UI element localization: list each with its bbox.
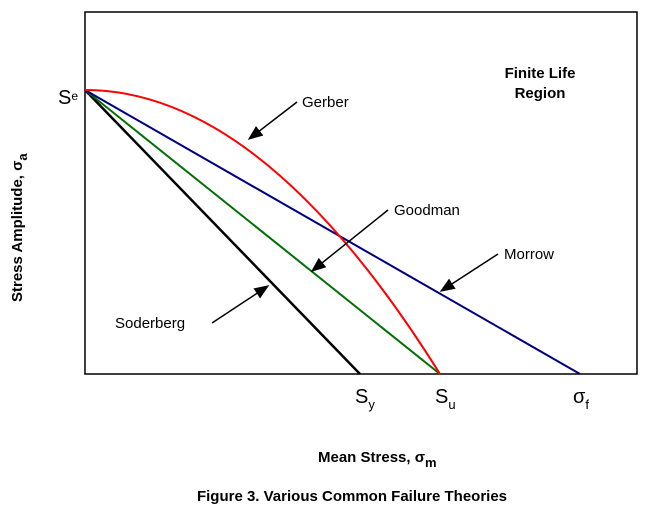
soderberg-label: Soderberg bbox=[115, 315, 185, 332]
gerber-arrow bbox=[247, 101, 298, 140]
morrow-arrow bbox=[439, 253, 499, 292]
region-label: Region bbox=[515, 85, 566, 102]
ultimate-label: Su bbox=[435, 386, 456, 412]
gerber-label: Gerber bbox=[302, 94, 349, 111]
fracture-label: σf bbox=[573, 386, 589, 412]
goodman-line bbox=[84, 89, 441, 375]
plot-frame bbox=[84, 11, 638, 375]
morrow-label: Morrow bbox=[504, 246, 554, 263]
yield-label: Sy bbox=[355, 386, 375, 412]
goodman-arrow bbox=[310, 209, 389, 272]
soderberg-arrow bbox=[211, 285, 270, 324]
caption: Figure 3. Various Common Failure Theorie… bbox=[197, 488, 507, 505]
morrow-line bbox=[84, 89, 581, 375]
goodman-label: Goodman bbox=[394, 202, 460, 219]
gerber-curve bbox=[84, 89, 441, 375]
region-label: Finite Life bbox=[505, 65, 576, 82]
endurance-label: Se bbox=[58, 87, 78, 109]
x-axis-label: Mean Stress, σm bbox=[318, 449, 437, 470]
y-axis-label: Stress Amplitude, σa bbox=[9, 153, 30, 302]
soderberg-line bbox=[84, 89, 361, 375]
